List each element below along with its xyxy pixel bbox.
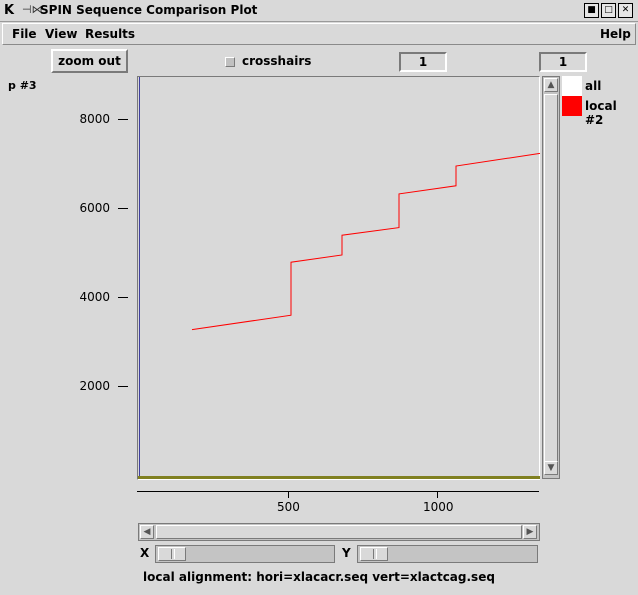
y-tick-4000 (118, 297, 128, 298)
value-field-1[interactable]: 1 (399, 52, 447, 72)
y-tick-label-6000: 6000 (79, 201, 110, 215)
window-title: SPIN Sequence Comparison Plot (40, 3, 258, 17)
menu-file[interactable]: File (12, 27, 37, 41)
horizontal-scroll-thumb[interactable] (156, 525, 522, 539)
vertical-scrollbar[interactable]: ▲ ▼ (542, 76, 560, 479)
y-slider[interactable] (357, 545, 538, 563)
y-tick-label-4000: 4000 (79, 290, 110, 304)
x-slider-thumb[interactable] (158, 547, 186, 561)
horizontal-scrollbar[interactable]: ◀ ▶ (138, 523, 540, 541)
y-tick-2000 (118, 386, 128, 387)
k-app-icon[interactable]: K (4, 3, 15, 18)
menu-bar: File View Results Help (2, 23, 636, 45)
x-axis-line (137, 491, 539, 492)
title-bar[interactable]: K ⊣⋈ SPIN Sequence Comparison Plot ■ □ ✕ (0, 0, 638, 22)
zoom-out-button[interactable]: zoom out (51, 49, 128, 73)
x-slider[interactable] (155, 545, 335, 563)
status-text: local alignment: hori=xlacacr.seq vert=x… (143, 570, 495, 584)
plot-canvas[interactable] (138, 77, 541, 481)
x-tick-label-1000: 1000 (423, 500, 454, 514)
y-slider-thumb[interactable] (360, 547, 388, 561)
legend-swatch-local-2[interactable] (562, 96, 582, 116)
legend-swatch-all[interactable] (562, 76, 582, 96)
legend-label-all: all (585, 79, 602, 93)
scroll-up-icon[interactable]: ▲ (544, 78, 558, 92)
scroll-right-icon[interactable]: ▶ (523, 525, 537, 539)
plot-area[interactable] (137, 76, 541, 481)
pin-icon[interactable]: ⊣⋈ (22, 3, 43, 16)
y-tick-8000 (118, 119, 128, 120)
legend-label-local-2: local #2 (585, 99, 617, 127)
x-tick-500 (288, 491, 289, 498)
scroll-down-icon[interactable]: ▼ (544, 461, 558, 475)
crosshairs-checkbox[interactable] (225, 57, 235, 67)
x-tick-label-500: 500 (277, 500, 300, 514)
maximize-icon[interactable]: □ (601, 3, 616, 18)
y-tick-label-8000: 8000 (79, 112, 110, 126)
vertical-scroll-thumb[interactable] (544, 94, 558, 462)
menu-view[interactable]: View (45, 27, 78, 41)
x-slider-label: X (140, 546, 150, 560)
scroll-left-icon[interactable]: ◀ (140, 525, 154, 539)
menu-results[interactable]: Results (85, 27, 136, 41)
value-field-2[interactable]: 1 (539, 52, 587, 72)
minimize-icon[interactable]: ■ (584, 3, 599, 18)
series-line-local-2 (191, 152, 541, 331)
y-tick-6000 (118, 208, 128, 209)
x-tick-1000 (437, 491, 438, 498)
menu-help[interactable]: Help (600, 27, 631, 41)
close-icon[interactable]: ✕ (618, 3, 633, 18)
crosshairs-label: crosshairs (242, 54, 312, 68)
plot-label: p #3 (8, 79, 37, 92)
y-tick-label-2000: 2000 (79, 379, 110, 393)
series-group (191, 152, 541, 331)
y-slider-label: Y (342, 546, 351, 560)
